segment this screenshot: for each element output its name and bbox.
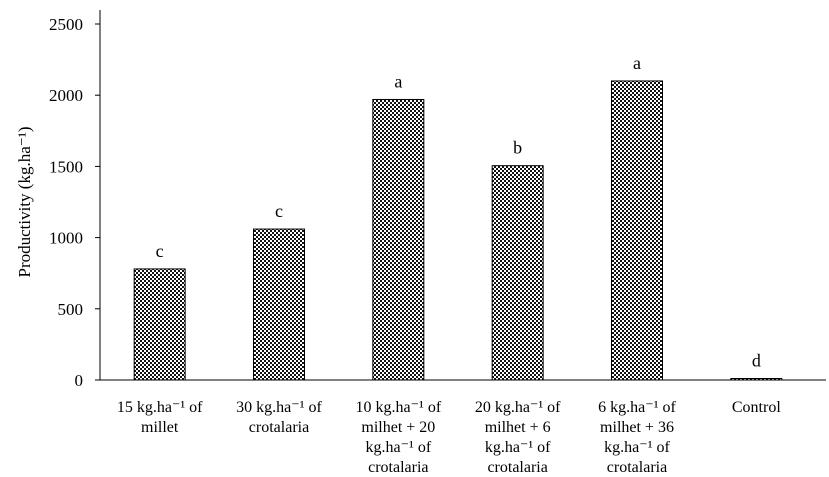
bar: [611, 80, 663, 381]
x-tick-label: 15 kg.ha⁻¹ of: [117, 399, 203, 416]
x-tick-label: crotalaria: [487, 459, 547, 476]
x-tick-label: 10 kg.ha⁻¹ of: [355, 399, 441, 416]
y-tick-label: 1000: [49, 229, 83, 248]
bar: [372, 98, 425, 381]
x-tick-label: Control: [732, 399, 781, 416]
labels: 0 500 1000 1500 2000 2500 Productivity (kg.ha⁻…: [15, 15, 781, 476]
x-tick-label: milhet + 20: [361, 419, 435, 436]
x-tick-label: crotalaria: [607, 459, 667, 476]
x-tick-label: kg.ha⁻¹ of: [365, 439, 431, 456]
data-label: c: [156, 241, 164, 261]
x-tick-label: 30 kg.ha⁻¹ of: [236, 399, 322, 416]
x-tick-label: milhet + 36: [600, 419, 674, 436]
y-tick-label: 2500: [49, 15, 83, 34]
data-label: c: [275, 201, 283, 221]
x-tick-label: kg.ha⁻¹ of: [485, 439, 551, 456]
y-tick-label: 1500: [49, 157, 83, 176]
axes: [95, 10, 826, 381]
bar: [491, 165, 544, 381]
data-label: a: [633, 53, 641, 73]
x-tick-label: 20 kg.ha⁻¹ of: [475, 399, 561, 416]
x-tick-label: crotalaria: [249, 419, 309, 436]
y-tick-label: 2000: [49, 86, 83, 105]
bar: [253, 228, 305, 381]
x-tick-label: 6 kg.ha⁻¹ of: [598, 399, 676, 416]
bar: [730, 378, 783, 381]
data-label: d: [752, 351, 761, 371]
bar: [133, 268, 186, 381]
x-tick-label: crotalaria: [368, 459, 428, 476]
x-tick-label: milhet + 6: [485, 419, 551, 436]
data-label: b: [513, 138, 522, 158]
y-tick-label: 500: [58, 300, 84, 319]
x-tick-label: kg.ha⁻¹ of: [604, 439, 670, 456]
y-tick-label: 0: [75, 371, 84, 390]
bars: [133, 80, 783, 381]
y-axis-title: Productivity (kg.ha⁻¹): [15, 127, 34, 278]
x-tick-label: millet: [141, 419, 179, 436]
data-label: a: [394, 71, 402, 91]
